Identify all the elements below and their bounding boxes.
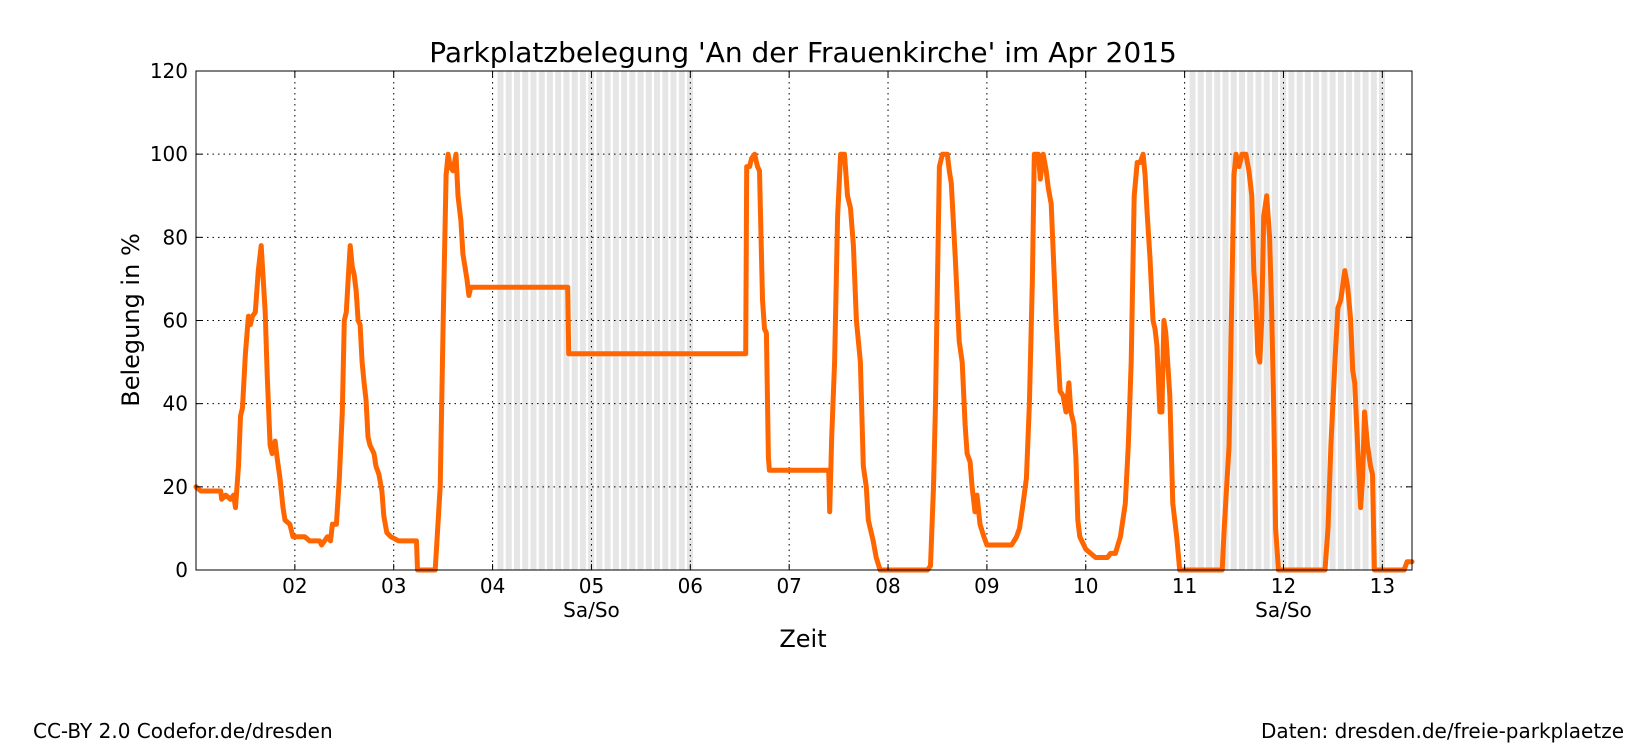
weekend-stripe [687,71,694,570]
x-tick-label: 13 [1370,574,1395,598]
x-tick-label: 12 [1271,574,1296,598]
x-tick-label: 06 [678,574,703,598]
x-tick-label: 08 [875,574,900,598]
weekend-band: Sa/So [497,71,694,622]
y-tick-label: 0 [175,558,188,582]
chart-title: Parkplatzbelegung 'An der Frauenkirche' … [429,36,1177,69]
weekend-stripe [637,71,644,570]
y-tick-label: 120 [150,59,188,83]
y-tick-label: 40 [163,392,188,416]
weekend-stripe [596,71,603,570]
weekend-stripe [629,71,636,570]
weekend-band: Sa/So [1189,71,1386,622]
weekend-stripe [1247,71,1254,570]
x-tick-label: 11 [1172,574,1197,598]
weekend-stripe [514,71,521,570]
weekend-stripe [604,71,611,570]
x-tick-label: 03 [381,574,406,598]
x-tick-label: 07 [776,574,801,598]
ticks: 02 03 04 05 06 07 08 09 10 11 12 13 0 20 40 60 80 100 120 [150,59,1412,598]
license-note: CC-BY 2.0 Codefor.de/dresden [33,719,333,743]
x-tick-label: 04 [480,574,505,598]
x-tick-label: 02 [282,574,307,598]
weekend-stripe [505,71,512,570]
weekend-stripe [621,71,628,570]
weekend-stripe [1296,71,1303,570]
weekend-stripe [662,71,669,570]
x-tick-label: 05 [579,574,604,598]
weekend-stripe [538,71,545,570]
weekend-stripe [612,71,619,570]
y-tick-label: 20 [163,475,188,499]
y-tick-label: 100 [150,142,188,166]
weekend-label: Sa/So [563,598,620,622]
weekend-stripe [1214,71,1221,570]
grid [196,71,1412,570]
weekend-stripe [1263,71,1270,570]
weekend-stripe [497,71,504,570]
weekend-label: Sa/So [1255,598,1312,622]
y-tick-label: 80 [163,225,188,249]
y-axis-label: Belegung in % [117,233,145,407]
weekend-stripe [546,71,553,570]
occupancy-line [193,151,1415,573]
y-tick-label: 60 [163,309,188,333]
x-axis-label: Zeit [779,625,826,653]
x-tick-label: 09 [974,574,999,598]
weekend-stripe [1329,71,1336,570]
weekend-stripe [654,71,661,570]
weekend-stripe [522,71,529,570]
weekend-stripe [530,71,537,570]
weekend-stripe [555,71,562,570]
weekend-stripe [1197,71,1204,570]
weekend-stripe [1280,71,1287,570]
weekend-stripe [588,71,595,570]
weekend-stripe [678,71,685,570]
weekend-stripe [1313,71,1320,570]
weekend-stripe [571,71,578,570]
weekend-stripe [1379,71,1386,570]
data-source-note: Daten: dresden.de/freie-parkplaetze [1261,719,1624,743]
weekend-stripe [670,71,677,570]
weekend-stripe [645,71,652,570]
weekend-stripe [1362,71,1369,570]
x-tick-label: 10 [1073,574,1098,598]
weekend-stripe [579,71,586,570]
